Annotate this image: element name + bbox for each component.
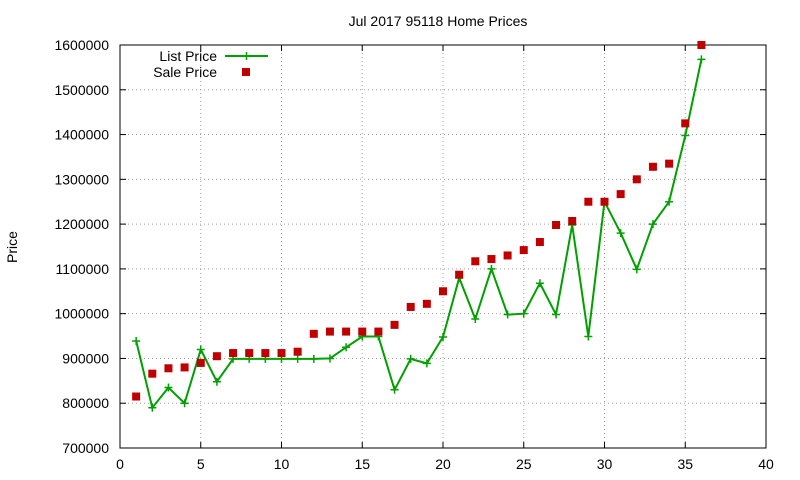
legend-marker-list-price (242, 52, 251, 60)
y-tick-label: 1100000 (56, 261, 110, 277)
ticks (119, 44, 767, 449)
sale-price-point (487, 255, 496, 264)
list-price-point (422, 359, 431, 368)
list-price-point (439, 332, 447, 341)
list-price-point (487, 264, 496, 273)
list-price-point (665, 197, 674, 206)
sale-price-point (471, 257, 480, 266)
sale-price-point (616, 190, 625, 199)
sale-price-point (342, 327, 351, 336)
sale-price-point (552, 221, 561, 230)
sale-price-point (665, 159, 674, 168)
x-tick-label: 25 (516, 456, 532, 472)
sale-price-point (584, 197, 593, 206)
y-tick-label: 1600000 (54, 37, 109, 53)
list-price-point (616, 229, 625, 238)
x-tick-label: 35 (677, 456, 693, 472)
sale-price-point (568, 216, 577, 225)
list-price-point (325, 354, 334, 363)
list-price-line (135, 59, 703, 410)
y-tick-label: 1300000 (54, 171, 109, 187)
sale-price-point (164, 364, 173, 373)
sale-price-point (648, 162, 657, 171)
list-price-point (180, 399, 189, 408)
y-tick-label: 1000000 (54, 306, 109, 322)
list-price-point (196, 345, 205, 354)
sale-price-point (600, 197, 609, 206)
legend-marker-sale-price (242, 68, 250, 76)
sale-price-point (261, 349, 270, 358)
x-tick-label: 40 (758, 456, 774, 472)
y-axis-label: Price (4, 231, 20, 263)
sale-price-point (196, 358, 205, 367)
list-price-point (132, 336, 141, 345)
list-price-point (519, 309, 528, 318)
sale-price-point (503, 251, 512, 260)
y-tick-label: 1200000 (54, 216, 109, 232)
sale-price-point (374, 327, 383, 336)
sale-price-point (422, 299, 431, 308)
x-tick-label: 0 (116, 456, 124, 472)
series (132, 41, 706, 412)
list-price-point (681, 131, 690, 140)
list-price-point (148, 403, 157, 412)
y-tick-label: 700000 (62, 440, 109, 456)
y-tick-label: 900000 (62, 350, 109, 366)
list-price-point (535, 279, 544, 288)
legend-label-list-price: List Price (159, 48, 217, 64)
sale-price-point (277, 349, 286, 358)
list-price-point (342, 343, 351, 352)
sale-price-point (390, 320, 399, 329)
x-tick-label: 20 (435, 456, 451, 472)
list-price-point (552, 310, 561, 319)
sale-price-point (535, 238, 544, 247)
x-tick-label: 5 (197, 456, 205, 472)
list-price-point (293, 354, 302, 363)
sale-price-point (325, 327, 334, 336)
sale-price-point (229, 349, 238, 358)
sale-price-point (309, 329, 318, 338)
tick-labels: 0 5 10 15 20 25 30 35 40 700000 800000 900000 100000… (54, 37, 774, 472)
legend: List Price Sale Price (153, 48, 268, 80)
sale-price-point (245, 349, 254, 358)
x-tick-label: 10 (274, 456, 290, 472)
sale-price-point (439, 287, 447, 296)
sale-price-point (212, 352, 221, 361)
sale-price-point (293, 347, 302, 356)
list-price-point (212, 377, 221, 386)
sale-price-point (358, 327, 367, 336)
grid (120, 45, 766, 448)
y-tick-label: 800000 (62, 395, 109, 411)
sale-price-point (455, 270, 464, 279)
sale-price-point (148, 369, 157, 378)
list-price-point (309, 354, 318, 363)
list-price-point (697, 55, 706, 64)
sale-price-point (681, 119, 690, 128)
list-price-point (390, 385, 399, 394)
list-price-point (632, 265, 641, 274)
list-price-point (584, 332, 593, 341)
y-tick-label: 1400000 (54, 127, 109, 143)
sale-price-point (632, 175, 641, 184)
sale-price-point (180, 363, 189, 372)
list-price-point (648, 220, 657, 229)
chart-title: Jul 2017 95118 Home Prices (349, 13, 528, 29)
list-price-point (406, 354, 415, 363)
list-price-point (471, 315, 480, 324)
list-price-point (503, 310, 512, 319)
legend-label-sale-price: Sale Price (153, 64, 217, 80)
sale-price-point (132, 392, 141, 401)
sale-price-point (697, 41, 706, 49)
x-tick-label: 15 (354, 456, 370, 472)
list-price-point (164, 383, 173, 392)
sale-price-point (519, 246, 528, 255)
y-tick-label: 1500000 (54, 82, 109, 98)
x-tick-label: 30 (597, 456, 613, 472)
sale-price-point (406, 302, 415, 311)
